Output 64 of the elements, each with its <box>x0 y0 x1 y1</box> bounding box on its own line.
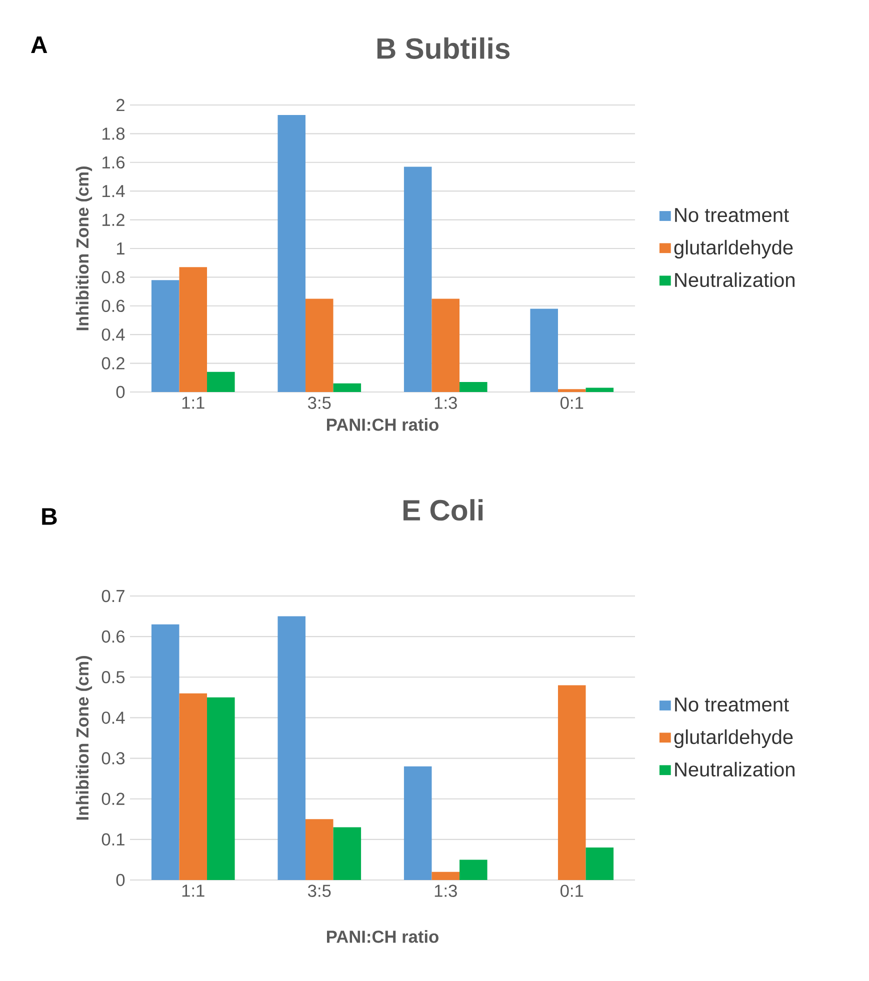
y-tick-label: 1.2 <box>102 214 124 226</box>
x-tick-label: 1:1 <box>182 396 204 409</box>
legend-label: Neutralization <box>675 272 794 288</box>
bar <box>404 166 432 392</box>
bar <box>530 308 558 392</box>
bar <box>278 616 306 880</box>
bar <box>558 389 586 392</box>
bar <box>404 766 432 880</box>
bar <box>558 685 586 880</box>
text: A <box>31 36 48 53</box>
bar <box>278 115 306 392</box>
bar <box>207 372 235 392</box>
y-axis-title: Inhibition Zone (cm) <box>76 166 92 330</box>
bar <box>151 280 180 392</box>
x-tick-label: 3:5 <box>308 884 331 897</box>
y-tick-label: 0.4 <box>102 328 125 341</box>
x-axis-title: PANI:CH ratio <box>326 930 438 943</box>
legend-label: glutarldehyde <box>674 729 793 748</box>
bar <box>460 382 488 392</box>
x-tick-label: 3:5 <box>308 396 331 409</box>
x-tick-label: 1:1 <box>182 884 204 897</box>
y-tick-label: 0.5 <box>102 671 125 684</box>
y-tick-label: 0.2 <box>102 357 124 370</box>
y-tick-label: 2 <box>116 98 124 112</box>
x-tick-label: 1:3 <box>434 884 457 897</box>
bar <box>586 848 614 880</box>
x-tick-label: 0:1 <box>560 396 584 409</box>
bar <box>179 267 208 392</box>
y-tick-label: 0.6 <box>102 300 125 312</box>
y-tick-label: 0.8 <box>102 271 125 284</box>
x-axis-title: PANI:CH ratio <box>326 418 438 431</box>
y-tick-label: 1.6 <box>102 156 125 169</box>
y-tick-label: 0.4 <box>102 712 125 724</box>
legend-label: Neutralization <box>675 762 794 777</box>
legend-label: No treatment <box>675 208 789 222</box>
y-tick-label: 1.4 <box>102 185 125 198</box>
chart-title: B Subtilis <box>377 37 510 59</box>
y-tick-label: 0 <box>116 874 125 886</box>
bar <box>432 298 460 392</box>
bar <box>151 624 180 880</box>
bar <box>207 697 235 880</box>
y-tick-label: 0.7 <box>102 590 124 602</box>
y-tick-label: 1.8 <box>102 128 125 140</box>
x-tick-label: 0:1 <box>560 884 584 897</box>
bar <box>305 298 334 392</box>
chart-title: E Coli <box>404 499 483 521</box>
y-tick-label: 0 <box>116 386 125 398</box>
bar <box>586 388 614 392</box>
y-tick-label: 0.2 <box>102 792 124 805</box>
bar <box>333 383 362 392</box>
bar <box>179 693 208 880</box>
y-axis-title: Inhibition Zone (cm) <box>76 656 92 820</box>
bar <box>305 819 334 880</box>
bar <box>333 827 362 880</box>
legend-label: No treatment <box>675 698 789 712</box>
legend-label: glutarldehyde <box>674 240 793 259</box>
y-tick-label: 0.6 <box>102 630 125 643</box>
text: B <box>42 508 57 525</box>
y-tick-label: 0.1 <box>102 833 124 846</box>
bar <box>460 860 488 880</box>
y-tick-label: 1 <box>116 242 124 254</box>
y-tick-label: 0.3 <box>102 752 125 764</box>
bar <box>432 872 460 880</box>
x-tick-label: 1:3 <box>434 396 457 409</box>
